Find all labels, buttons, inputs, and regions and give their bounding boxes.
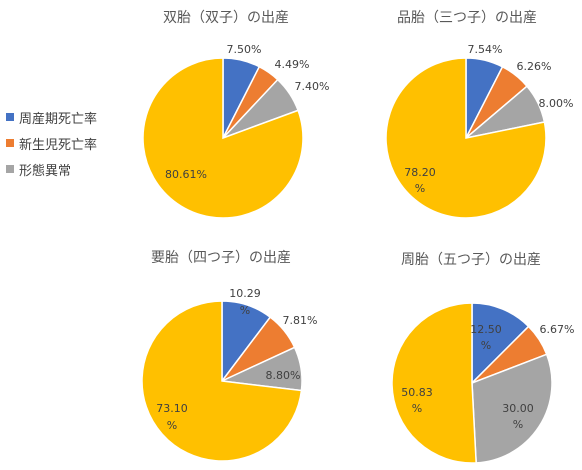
data-label-percent: %	[481, 339, 491, 352]
data-label-percent: %	[167, 419, 177, 432]
data-label-other: 80.61%	[165, 168, 207, 181]
legend-swatch-malformation	[6, 165, 14, 173]
data-label-perinatal: 7.54%	[468, 43, 503, 56]
legend-swatch-neonatal	[6, 139, 14, 147]
pie-slice-other	[391, 302, 477, 464]
legend-label-malformation: 形態異常	[19, 163, 72, 179]
legend-label-perinatal: 周産期死亡率	[19, 111, 98, 127]
pie-slice-other	[385, 57, 547, 219]
pie-slice-other	[142, 57, 304, 219]
data-label-malformation: 8.00%	[539, 97, 574, 110]
data-label-number: 10.29	[229, 287, 261, 300]
pie-slice-malformation	[471, 353, 553, 464]
legend-swatch-perinatal	[6, 113, 14, 121]
legend: 周産期死亡率 新生児死亡率 形態異常	[6, 104, 97, 182]
data-label-neonatal: 4.49%	[275, 58, 310, 71]
data-label-malformation: 8.80%	[266, 369, 301, 382]
data-label-neonatal: 6.26%	[517, 60, 552, 73]
chart-title: 要胎（四つ子）の出産	[151, 250, 291, 266]
data-label-number: 78.20	[404, 166, 436, 179]
data-label-perinatal: 7.50%	[227, 43, 262, 56]
chart-title: 双胎（双子）の出産	[163, 10, 289, 26]
data-label-other: 50.83%	[401, 386, 433, 415]
data-label-malformation: 7.40%	[295, 80, 330, 93]
data-label-percent: %	[513, 418, 523, 431]
data-label-number: 73.10	[156, 402, 188, 415]
data-label-malformation: 30.00%	[502, 402, 534, 431]
data-label-number: 50.83	[401, 386, 433, 399]
legend-item-perinatal: 周産期死亡率	[6, 104, 97, 130]
pie-slice-perinatal	[471, 302, 530, 385]
data-label-neonatal: 6.67%	[540, 323, 575, 336]
data-label-number: 30.00	[502, 402, 534, 415]
chart-title: 品胎（三つ子）の出産	[397, 10, 537, 26]
data-label-percent: %	[415, 182, 425, 195]
data-label-perinatal: 10.29%	[229, 287, 261, 317]
pie-chart-1: 双胎（双子）の出産 7.50% 4.49% 7.40% 80.61%	[142, 10, 330, 219]
legend-label-neonatal: 新生児死亡率	[19, 137, 98, 153]
data-label-percent: %	[412, 402, 422, 415]
pie-slice-other	[141, 300, 303, 462]
data-label-number: 12.50	[470, 323, 502, 336]
legend-item-malformation: 形態異常	[6, 156, 97, 182]
pie-chart-2: 品胎（三つ子）の出産 7.54% 6.26% 8.00% 78.20%	[385, 10, 574, 219]
data-label-other: 78.20%	[404, 166, 436, 195]
legend-item-neonatal: 新生児死亡率	[6, 130, 97, 156]
data-label-other: 73.10%	[156, 402, 188, 432]
data-label-neonatal: 7.81%	[283, 314, 318, 327]
pie-chart-3: 要胎（四つ子）の出産 10.29 % 7.81% 8.80% 73.10%	[141, 250, 318, 462]
data-label-percent: %	[240, 304, 250, 317]
data-label-perinatal: 12.50%	[470, 323, 502, 352]
chart-title: 周胎（五つ子）の出産	[401, 252, 541, 268]
